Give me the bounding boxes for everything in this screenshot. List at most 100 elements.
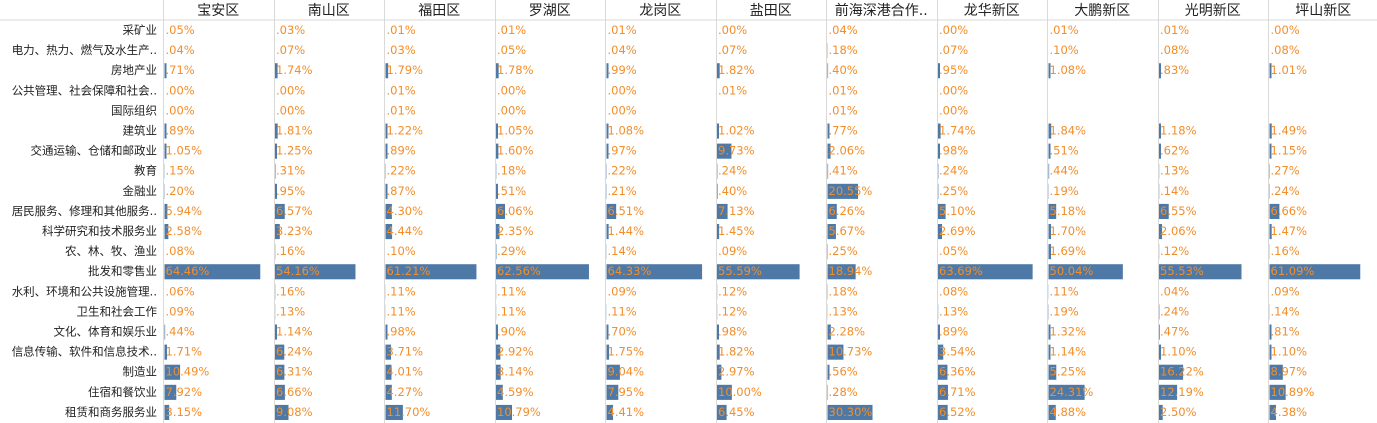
- bar: [164, 123, 167, 139]
- value-label: .11%: [1050, 284, 1079, 298]
- bar: [1269, 264, 1361, 280]
- row-label: 信息传输、软件和信息技术..: [12, 345, 157, 359]
- value-label: .20%: [166, 184, 195, 198]
- value-label: .01%: [387, 23, 416, 37]
- value-label: 62.56%: [497, 264, 541, 278]
- value-label: 4.88%: [1050, 405, 1087, 419]
- value-label: .22%: [387, 164, 416, 178]
- bar: [1159, 203, 1169, 219]
- bar: [385, 404, 403, 420]
- value-label: 6.06%: [497, 204, 534, 218]
- value-label: .01%: [829, 103, 858, 117]
- value-label: .00%: [608, 103, 637, 117]
- value-label: 1.10%: [1160, 345, 1197, 359]
- bar: [385, 123, 388, 139]
- value-label: 5.67%: [829, 224, 866, 238]
- value-label: 10.00%: [718, 385, 762, 399]
- value-label: .19%: [1050, 304, 1079, 318]
- bar: [827, 344, 844, 360]
- value-label: .95%: [276, 184, 305, 198]
- value-label: .29%: [497, 244, 526, 258]
- row-label: 制造业: [123, 365, 158, 379]
- value-label: 1.32%: [1050, 325, 1087, 339]
- value-label: .04%: [166, 43, 195, 57]
- value-label: 3.23%: [276, 224, 313, 238]
- bar: [938, 224, 942, 240]
- bar: [496, 224, 500, 240]
- value-label: .98%: [939, 144, 968, 158]
- value-label: 1.44%: [608, 224, 645, 238]
- column-header: 龙华新区: [964, 3, 1020, 19]
- value-label: 3.14%: [497, 365, 534, 379]
- value-label: .08%: [166, 244, 195, 258]
- column-header: 龙岗区: [639, 3, 681, 19]
- value-label: 1.47%: [1271, 224, 1308, 238]
- bar: [275, 183, 277, 199]
- row-label: 教育: [134, 164, 157, 178]
- bar: [1048, 384, 1085, 400]
- value-label: 1.81%: [276, 124, 313, 138]
- bar: [164, 143, 167, 159]
- bar: [385, 183, 388, 199]
- bar: [938, 63, 940, 79]
- value-label: 6.45%: [718, 405, 755, 419]
- value-label: 55.53%: [1160, 264, 1204, 278]
- value-label: 4.44%: [387, 224, 424, 238]
- value-label: 54.16%: [276, 264, 320, 278]
- bar: [938, 324, 940, 340]
- value-label: .08%: [1160, 43, 1189, 57]
- bar: [275, 384, 285, 400]
- bar: [938, 143, 940, 159]
- value-label: .51%: [497, 184, 526, 198]
- value-label: .00%: [939, 103, 968, 117]
- row-label: 农、林、牧、渔业: [65, 244, 157, 258]
- bar: [606, 264, 703, 280]
- row-label: 电力、热力、燃气及水生产..: [12, 43, 157, 57]
- bar: [1048, 244, 1052, 260]
- bar: [1269, 324, 1272, 340]
- value-label: .11%: [387, 304, 416, 318]
- value-label: 16.22%: [1160, 365, 1204, 379]
- bar: [164, 404, 170, 420]
- bar: [1159, 324, 1160, 340]
- bar: [827, 264, 856, 280]
- value-label: 10.89%: [1271, 385, 1315, 399]
- value-label: .11%: [497, 304, 526, 318]
- bar: [827, 163, 829, 179]
- value-label: .89%: [387, 144, 416, 158]
- bar: [275, 224, 280, 240]
- value-label: 24.31%: [1050, 385, 1094, 399]
- bar: [496, 364, 501, 380]
- bar: [827, 183, 859, 199]
- column-header: 南山区: [308, 3, 350, 19]
- value-label: .12%: [1160, 244, 1189, 258]
- value-label: .13%: [829, 304, 858, 318]
- bar: [164, 264, 261, 280]
- bar: [1159, 264, 1242, 280]
- value-label: .56%: [829, 365, 858, 379]
- value-label: 5.10%: [939, 204, 976, 218]
- value-label: 2.06%: [829, 144, 866, 158]
- value-label: 1.15%: [1271, 144, 1308, 158]
- value-label: 5.18%: [1050, 204, 1087, 218]
- bar: [1269, 384, 1286, 400]
- bar: [606, 143, 609, 159]
- row-label: 居民服务、修理和其他服务..: [12, 204, 157, 218]
- bar: [1048, 344, 1051, 360]
- value-label: 55.59%: [718, 264, 762, 278]
- value-label: 2.92%: [497, 345, 534, 359]
- value-label: 6.51%: [608, 204, 645, 218]
- value-label: 6.66%: [1271, 204, 1308, 218]
- value-label: 1.14%: [1050, 345, 1087, 359]
- bar: [164, 384, 177, 400]
- bar: [1048, 203, 1057, 219]
- value-label: .22%: [608, 164, 637, 178]
- value-label: .44%: [166, 325, 195, 339]
- bar: [827, 63, 829, 79]
- value-label: .00%: [276, 83, 305, 97]
- bar: [1269, 404, 1277, 420]
- value-label: 5.94%: [166, 204, 203, 218]
- value-label: .90%: [497, 325, 526, 339]
- bar: [1048, 324, 1051, 340]
